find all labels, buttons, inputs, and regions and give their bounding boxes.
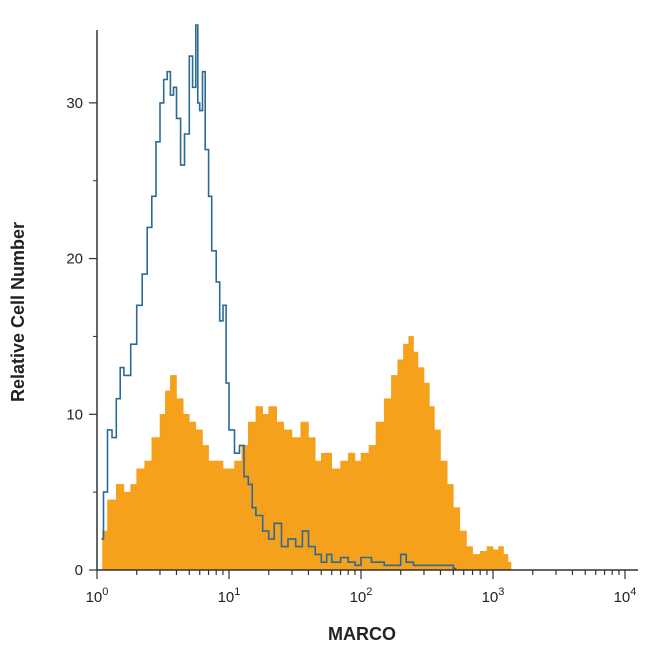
y-tick-label: 10 — [66, 406, 83, 423]
tick-layer: 100 101 102 103 104 0 10 20 30 — [66, 95, 636, 606]
series-outline-histogram — [101, 24, 457, 570]
y-tick-label: 20 — [66, 251, 83, 268]
x-axis-title: MARCO — [328, 624, 396, 644]
x-tick-label: 102 — [350, 586, 373, 606]
x-tick-label: 101 — [218, 586, 241, 606]
axes-layer — [96, 30, 638, 571]
x-tick-label: 103 — [482, 586, 505, 606]
x-tick-label: 100 — [86, 586, 109, 606]
series-layer — [101, 24, 512, 571]
x-tick-label: 104 — [614, 586, 637, 606]
y-tick-label: 30 — [66, 95, 83, 112]
y-tick-label: 0 — [75, 562, 83, 579]
y-axis-title: Relative Cell Number — [8, 222, 28, 402]
series-filled-histogram — [102, 336, 512, 571]
